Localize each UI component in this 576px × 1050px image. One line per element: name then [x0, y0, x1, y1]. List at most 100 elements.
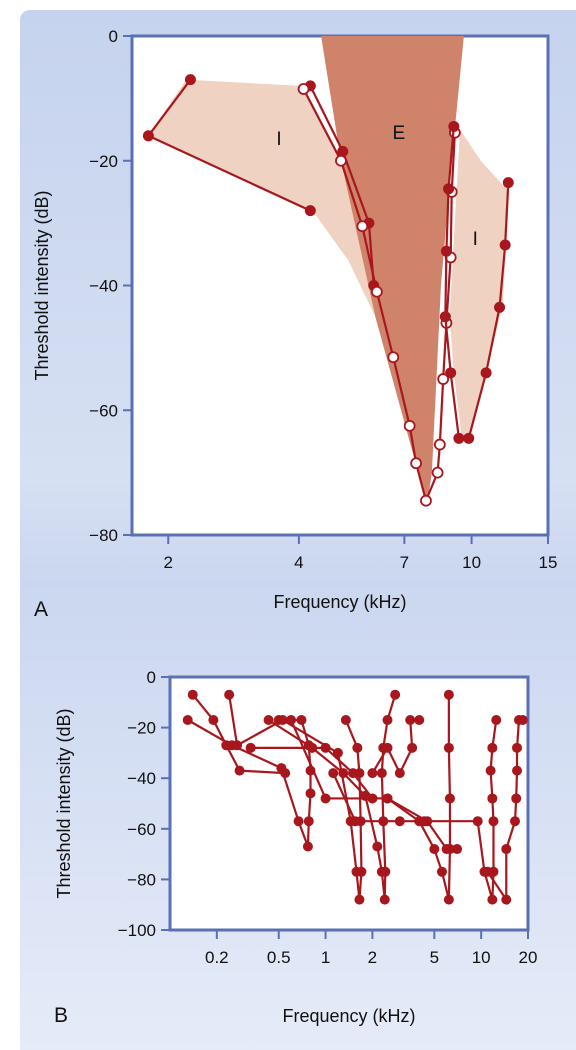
data-point [276, 763, 287, 774]
data-point [394, 768, 405, 779]
data-point [354, 894, 365, 905]
data-point [443, 183, 455, 195]
data-point [182, 715, 193, 726]
data-point [390, 689, 401, 700]
data-point [437, 373, 450, 385]
data-point [512, 742, 523, 753]
data-point [443, 689, 454, 700]
region-label-inhibitory-left: I [276, 129, 281, 150]
data-point [448, 120, 460, 132]
data-point [512, 765, 523, 776]
x-axis-label: Frequency (kHz) [273, 592, 406, 612]
x-tick-label: 4 [294, 553, 303, 572]
data-point [501, 844, 512, 855]
data-point [376, 768, 387, 779]
data-point [332, 747, 343, 758]
y-tick-label: −60 [127, 820, 156, 839]
data-point [245, 742, 256, 753]
data-point [443, 742, 454, 753]
data-point [511, 793, 522, 804]
series-line-2 [309, 85, 375, 286]
data-point [407, 742, 418, 753]
y-tick-label: −40 [89, 277, 118, 296]
figure-background: 0 −20 −40 −60 −80 2 4 7 10 15 Frequency (kHz) Thres… [20, 10, 576, 1050]
data-point [263, 715, 274, 726]
data-point [443, 894, 454, 905]
data-point [335, 154, 347, 167]
data-point [340, 715, 351, 726]
data-point [328, 768, 339, 779]
data-point [517, 715, 528, 726]
data-point [463, 432, 475, 444]
data-point [485, 765, 496, 776]
inhibitory-region-left [148, 79, 376, 317]
data-point [491, 715, 502, 726]
data-point [453, 432, 465, 444]
y-tick-label: 0 [147, 668, 156, 687]
data-point [286, 715, 297, 726]
data-point [184, 74, 196, 86]
data-point [439, 311, 451, 323]
data-point [382, 793, 393, 804]
x-tick-label: 1 [321, 948, 330, 967]
data-point [224, 689, 235, 700]
y-tick-label: −80 [127, 870, 156, 889]
data-point [379, 894, 390, 905]
data-point [352, 742, 363, 753]
data-point [372, 841, 383, 852]
data-point [494, 301, 506, 313]
data-point [293, 816, 304, 827]
data-point [208, 715, 219, 726]
y-tick-label: −20 [127, 719, 156, 738]
y-tick-label: 0 [109, 27, 118, 46]
data-point [482, 866, 493, 877]
y-tick-label: −80 [89, 526, 118, 545]
data-point [387, 351, 400, 364]
x-tick-label: 7 [400, 553, 409, 572]
data-point [499, 239, 511, 251]
data-point [382, 715, 393, 726]
data-point [382, 742, 393, 753]
data-point [403, 419, 416, 432]
data-point [304, 205, 316, 217]
data-point [347, 768, 358, 779]
x-tick-label: 5 [430, 948, 439, 967]
series-line-4 [444, 126, 461, 439]
data-point [405, 715, 416, 726]
data-point [338, 768, 349, 779]
x-tick-label: 0.5 [267, 948, 291, 967]
data-point [510, 816, 521, 827]
y-tick-label: −100 [118, 921, 156, 940]
data-point [320, 793, 331, 804]
data-point [419, 816, 430, 827]
data-point [302, 841, 313, 852]
y-tick-label: −20 [89, 152, 118, 171]
data-point [487, 742, 498, 753]
x-axis-label: Frequency (kHz) [282, 1006, 415, 1026]
data-point [487, 894, 498, 905]
excitatory-region [321, 36, 464, 504]
data-point [410, 457, 423, 470]
data-point [445, 367, 457, 379]
data-point [296, 715, 307, 726]
panel-label-a: A [34, 598, 48, 621]
x-tick-label: 10 [472, 948, 491, 967]
x-tick-label: 2 [164, 553, 173, 572]
data-point [420, 494, 432, 507]
data-point [429, 844, 440, 855]
data-point [303, 816, 314, 827]
x-tick-label: 0.2 [205, 948, 229, 967]
data-point [350, 816, 361, 827]
data-point [480, 367, 492, 379]
panel-label-b: B [54, 1004, 68, 1027]
data-point [431, 466, 444, 479]
x-tick-label: 20 [519, 948, 538, 967]
data-point [367, 768, 378, 779]
chart-a: 0 −20 −40 −60 −80 2 4 7 10 15 Frequency (kHz) Thres… [32, 27, 557, 612]
data-point [394, 816, 405, 827]
series-line-6 [250, 746, 458, 851]
region-label-excitatory: E [393, 123, 406, 144]
y-tick-label: −40 [127, 769, 156, 788]
data-point [305, 788, 316, 799]
